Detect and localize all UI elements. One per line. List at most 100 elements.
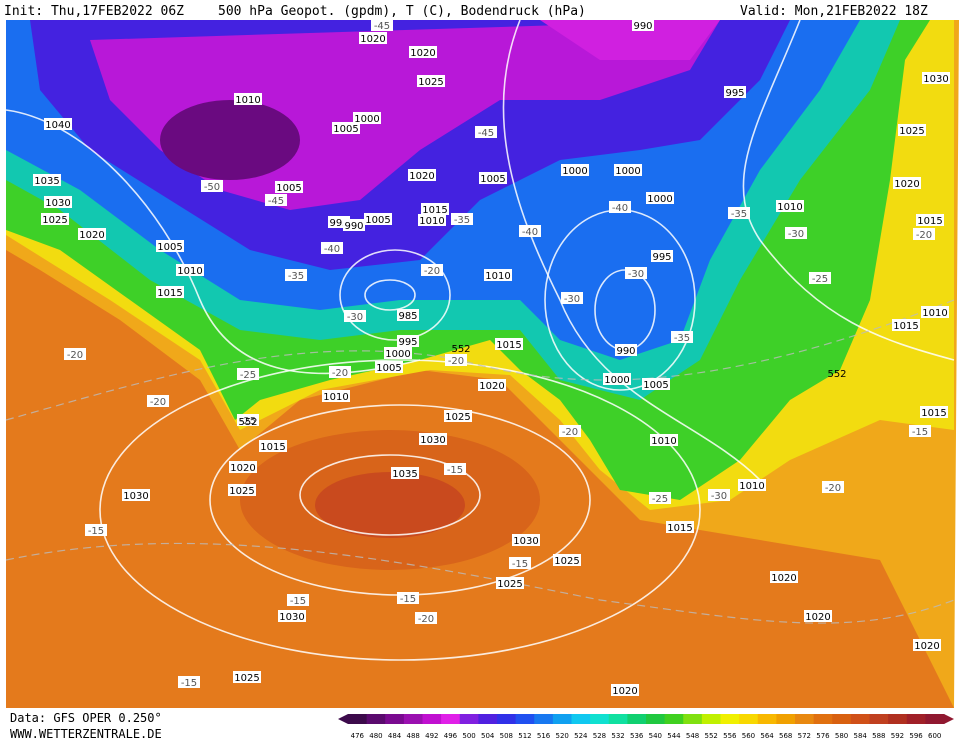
pressure-label-box: [666, 521, 694, 533]
pressure-label-box: [804, 610, 832, 622]
scale-tick-label: 476: [351, 732, 365, 740]
temperature-label: -50: [204, 182, 220, 193]
pressure-label-box: [738, 479, 766, 491]
pressure-label: 1005: [480, 174, 505, 185]
temperature-label-box: [415, 612, 437, 624]
temperature-label: -30: [347, 312, 363, 323]
pressure-label-box: [122, 489, 150, 501]
pressure-label-box: [417, 75, 445, 87]
temperature-label-box: [285, 269, 307, 281]
scale-cell: [646, 714, 666, 724]
temperature-label-box: [625, 267, 647, 279]
scale-cell: [441, 714, 461, 724]
pressure-label-box: [364, 213, 392, 225]
pressure-label-box: [650, 434, 678, 446]
website: WWW.WETTERZENTRALE.DE: [10, 727, 162, 741]
pressure-label-box: [156, 286, 184, 298]
pressure-label-box: [479, 172, 507, 184]
scale-cell: [683, 714, 703, 724]
scale-cell: [552, 714, 572, 724]
scale-cell: [403, 714, 423, 724]
temperature-label-box: [785, 227, 807, 239]
pressure-label-box: [391, 467, 419, 479]
temperature-label: -15: [400, 594, 416, 605]
temperature-label-box: [344, 310, 366, 322]
pressure-label-box: [421, 203, 449, 215]
pressure-label-box: [512, 534, 540, 546]
pressure-label: 1000: [354, 114, 379, 125]
pressure-label-box: [275, 181, 303, 193]
isobar: [5, 109, 421, 375]
temperature-label: -35: [454, 215, 470, 226]
pressure-label: 1010: [777, 202, 802, 213]
pressure-label: 1020: [410, 48, 435, 59]
scale-cell: [385, 714, 405, 724]
scale-cell: [515, 714, 535, 724]
pressure-label: 1025: [497, 579, 522, 590]
pressure-label-box: [259, 440, 287, 452]
pressure-label-box: [332, 122, 360, 134]
pressure-label-box: [33, 174, 61, 186]
pressure-label-box: [444, 410, 472, 422]
scale-tick-label: 580: [835, 732, 848, 740]
temperature-label: -20: [332, 368, 348, 379]
pressure-label: 995: [329, 218, 348, 229]
scale-cell: [813, 714, 833, 724]
scale-tick-label: 484: [388, 732, 402, 740]
scale-cell: [906, 714, 926, 724]
pressure-label-box: [642, 378, 670, 390]
pressure-label-box: [375, 361, 403, 373]
pressure-label: 1015: [667, 523, 692, 534]
pressure-label-box: [561, 164, 589, 176]
scale-cell: [534, 714, 554, 724]
pressure-label-box: [228, 484, 256, 496]
scale-tick-label: 544: [667, 732, 681, 740]
pressure-label-box: [419, 433, 447, 445]
pressure-label: 1000: [647, 194, 672, 205]
pressure-label: 990: [616, 346, 635, 357]
pressure-label: 1015: [422, 205, 447, 216]
scale-tick-label: 520: [556, 732, 569, 740]
scale-cell: [664, 714, 684, 724]
pressure-label-box: [776, 200, 804, 212]
temperature-label-box: [822, 481, 844, 493]
pressure-label-box: [916, 214, 944, 226]
pressure-label: 1020: [79, 230, 104, 241]
temperature-label: -15: [181, 678, 197, 689]
scale-tick-label: 588: [872, 732, 885, 740]
temperature-label-box: [265, 194, 287, 206]
pressure-label-box: [176, 264, 204, 276]
temperature-label: -20: [562, 427, 578, 438]
temperature-label: -25: [812, 274, 828, 285]
temperature-label-box: [809, 272, 831, 284]
data-source: Data: GFS OPER 0.250°: [10, 711, 162, 725]
pressure-label-box: [553, 554, 581, 566]
scale-tick-label: 528: [593, 732, 606, 740]
pressure-label-box: [397, 335, 419, 347]
pressure-label: 1025: [554, 556, 579, 567]
scale-tick-label: 600: [928, 732, 941, 740]
pressure-label: 1015: [260, 442, 285, 453]
scale-cell: [701, 714, 721, 724]
scale-tick-label: 488: [407, 732, 420, 740]
scale-cell: [348, 714, 368, 724]
temperature-label: -15: [447, 465, 463, 476]
isobar: [364, 279, 416, 311]
field-magenta: [540, 20, 720, 60]
pressure-label: 1015: [157, 288, 182, 299]
temperature-label-box: [421, 264, 443, 276]
pressure-label: 995: [725, 88, 744, 99]
pressure-label: 1020: [771, 573, 796, 584]
temperature-label: -45: [478, 128, 494, 139]
pressure-label-box: [922, 72, 950, 84]
pressure-label: 1010: [485, 271, 510, 282]
temperature-label-box: [64, 348, 86, 360]
pressure-label-box: [384, 347, 412, 359]
pressure-label: 1000: [562, 166, 587, 177]
temperature-label-box: [728, 207, 750, 219]
valid-time: Valid: Mon,21FEB2022 18Z: [740, 4, 928, 19]
scale-tick-label: 552: [705, 732, 718, 740]
temperature-label-box: [201, 180, 223, 192]
scale-tick-label: 524: [574, 732, 588, 740]
pressure-label: 995: [652, 252, 671, 263]
